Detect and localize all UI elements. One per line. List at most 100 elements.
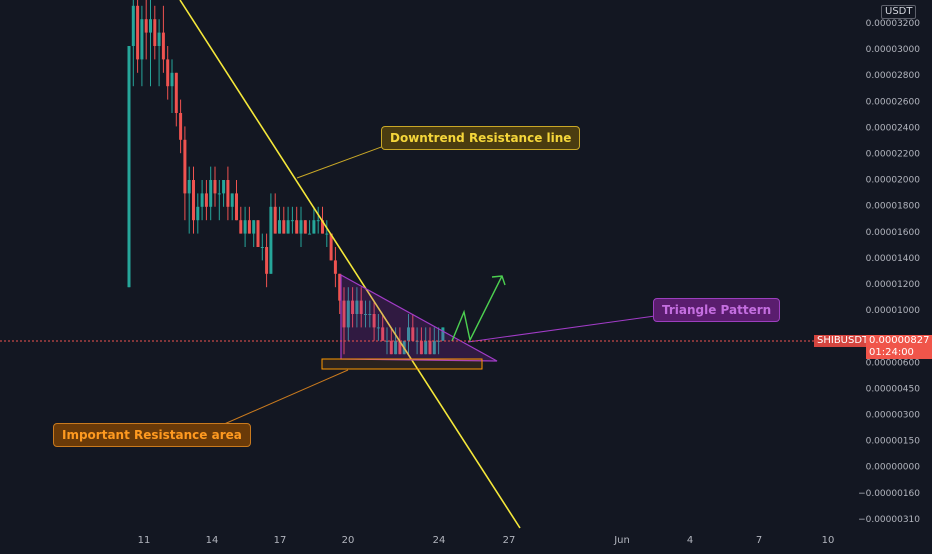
candle xyxy=(174,72,178,127)
candle-body xyxy=(295,220,299,234)
candle xyxy=(213,166,217,207)
y-tick-label: 0.00002200 xyxy=(866,150,921,160)
candle xyxy=(351,287,355,328)
y-tick-label: 0.00000150 xyxy=(866,437,921,447)
candle-body xyxy=(351,300,355,314)
candle xyxy=(144,0,148,60)
x-tick-label: 7 xyxy=(756,535,762,546)
candle-body xyxy=(419,340,423,355)
projection-path[interactable] xyxy=(451,275,503,343)
candle xyxy=(196,193,200,234)
x-tick-label: 20 xyxy=(342,535,355,546)
candle-body xyxy=(398,340,402,355)
candle-body xyxy=(179,113,183,140)
candle xyxy=(394,327,398,355)
candle xyxy=(140,5,144,87)
candle xyxy=(385,327,389,355)
candle-body xyxy=(346,300,350,328)
x-tick-label: 27 xyxy=(503,535,516,546)
candle-body xyxy=(368,314,372,315)
candle-body xyxy=(213,180,217,194)
y-tick-label: 0.00001600 xyxy=(866,228,921,238)
candle xyxy=(381,314,385,341)
candle xyxy=(265,233,269,288)
candle xyxy=(303,220,307,234)
candle xyxy=(364,300,367,328)
candle-body xyxy=(428,340,432,355)
y-tick-label: 0.00001000 xyxy=(866,306,921,316)
candle-body xyxy=(316,220,320,222)
candle xyxy=(325,220,329,247)
candle-body xyxy=(196,206,200,221)
y-tick-label: 0.00002600 xyxy=(866,97,921,107)
candle xyxy=(278,206,281,234)
candle xyxy=(157,19,161,87)
downtrend-callout-pointer xyxy=(296,145,385,179)
candle xyxy=(355,287,359,328)
candle-body xyxy=(278,220,281,234)
x-axis: 11 14 17 20 24 27 Jun 4 7 10 xyxy=(138,535,835,546)
candle-body xyxy=(157,32,161,46)
candle xyxy=(329,233,333,261)
y-tick-label: 0.00000600 xyxy=(866,358,921,368)
candle-body xyxy=(303,220,307,234)
candles-layer xyxy=(127,0,445,355)
candle xyxy=(127,46,131,288)
candle-body xyxy=(235,193,238,221)
triangle-pattern[interactable] xyxy=(340,273,498,362)
candle-body xyxy=(256,220,260,247)
candle-body xyxy=(252,220,256,234)
candle-body xyxy=(200,193,204,207)
candle-body xyxy=(312,220,316,234)
candle xyxy=(372,300,376,341)
candle-body xyxy=(394,340,398,355)
y-tick-label: −0.00000310 xyxy=(858,515,920,525)
y-tick-label: 0.00001800 xyxy=(866,202,921,212)
candle-body xyxy=(144,19,148,33)
current-price-tag: 0.00000827 xyxy=(866,335,932,347)
candle-body xyxy=(424,340,428,355)
countdown-tag: 01:24:00 xyxy=(866,347,932,359)
candle-body xyxy=(376,327,380,329)
important-resistance-area[interactable] xyxy=(321,358,483,370)
downtrend-resistance-label: Downtrend Resistance line xyxy=(381,126,581,150)
candle xyxy=(342,287,346,355)
candle xyxy=(252,220,256,247)
candle xyxy=(308,220,312,235)
candle-body xyxy=(187,180,191,194)
candle-body xyxy=(265,247,269,274)
candle xyxy=(179,99,183,154)
candle xyxy=(243,206,247,247)
x-tick-label: 11 xyxy=(138,535,151,546)
candle-body xyxy=(131,5,135,47)
candle-body xyxy=(174,72,178,113)
candle-body xyxy=(389,340,393,355)
candle-body xyxy=(359,300,363,314)
y-tick-label: 0.00000450 xyxy=(866,384,921,394)
candle xyxy=(209,166,213,221)
y-tick-label: 0.00002800 xyxy=(866,71,921,81)
candle-body xyxy=(308,233,312,235)
candle xyxy=(389,327,393,355)
downtrend-resistance-line[interactable] xyxy=(179,0,521,529)
candle-body xyxy=(140,19,144,60)
candle xyxy=(136,0,140,73)
candle-body xyxy=(437,340,441,342)
candle xyxy=(407,314,410,355)
candle-body xyxy=(166,59,170,87)
candle-body xyxy=(299,220,303,234)
candle xyxy=(260,233,264,261)
candle-body xyxy=(222,180,226,194)
candle-body xyxy=(407,327,410,341)
candle xyxy=(376,314,380,341)
candle-body xyxy=(381,327,385,341)
projection-arrowhead xyxy=(491,275,506,286)
candle xyxy=(230,193,234,221)
candle-body xyxy=(321,220,324,234)
candle xyxy=(316,206,320,234)
y-axis: 0.00003200 0.00003000 0.00002800 0.00002600… xyxy=(858,0,932,528)
candle xyxy=(432,327,436,355)
candle xyxy=(226,166,230,221)
